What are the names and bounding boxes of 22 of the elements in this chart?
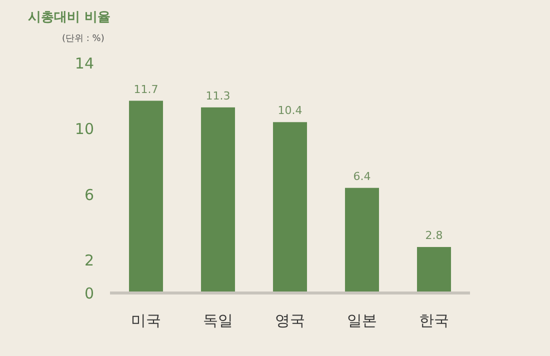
y-tick-label: 0 — [84, 284, 94, 302]
x-tick-label: 미국 — [131, 312, 161, 330]
bar — [201, 107, 235, 293]
x-tick-label: 일본 — [347, 312, 377, 330]
bar — [417, 247, 451, 293]
y-tick-label: 2 — [84, 251, 94, 270]
data-label: 11.3 — [206, 89, 230, 102]
bar — [345, 188, 379, 293]
data-label: 6.4 — [353, 170, 371, 183]
y-tick-label: 10 — [74, 120, 94, 138]
bar — [273, 122, 307, 293]
data-label: 11.7 — [134, 82, 158, 96]
data-label: 10.4 — [278, 104, 302, 118]
x-tick-label: 영국 — [275, 312, 305, 330]
x-tick-label: 독일 — [203, 312, 233, 330]
data-label: 2.8 — [425, 229, 443, 242]
chart-title: 시총대비 비율 — [28, 9, 111, 26]
y-tick-label: 14 — [74, 54, 94, 72]
y-tick-label: 6 — [84, 186, 94, 204]
bar — [129, 100, 163, 293]
chart-subtitle: (단위 : %) — [62, 33, 104, 45]
x-tick-label: 한국 — [419, 312, 449, 330]
